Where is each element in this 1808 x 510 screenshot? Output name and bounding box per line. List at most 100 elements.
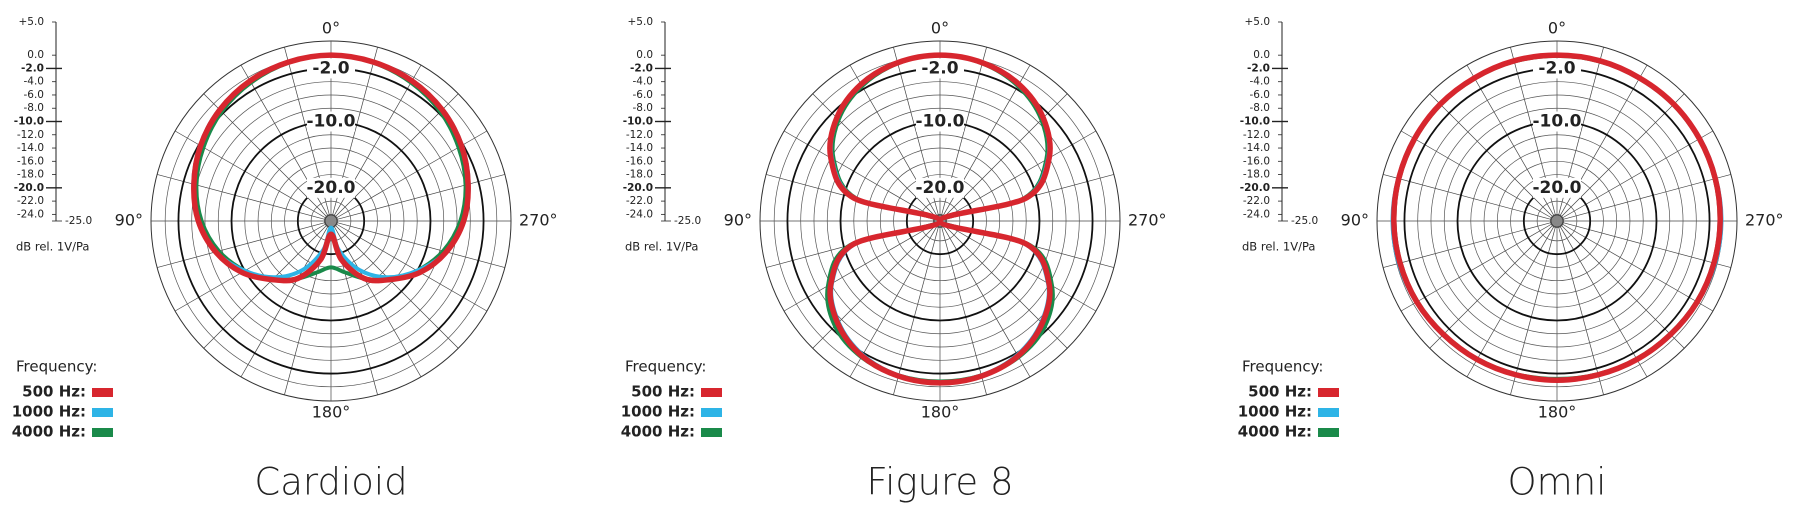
scale-label: -6.0 xyxy=(633,89,654,101)
spoke xyxy=(1560,93,1685,218)
scale-label: -20.0 xyxy=(14,182,44,194)
scale-label: +5.0 xyxy=(1245,16,1271,28)
legend-label: 4000 Hz: xyxy=(621,423,695,441)
polar-chart: +5.00.0-2.0-4.0-6.0-8.0-10.0-12.0-14.0-1… xyxy=(621,16,1167,504)
spoke xyxy=(943,93,1068,218)
legend-label: 4000 Hz: xyxy=(1238,423,1312,441)
grid-ring xyxy=(879,160,1001,282)
ring-label: -20.0 xyxy=(916,178,965,198)
scale-label: -18.0 xyxy=(626,169,653,181)
spoke xyxy=(783,223,935,312)
ring-label: -10.0 xyxy=(916,112,965,132)
scale-label: -12.0 xyxy=(1243,129,1270,141)
spoke xyxy=(812,93,937,218)
grid-ring xyxy=(866,147,1014,295)
spoke xyxy=(336,223,488,312)
scale-label: -2.0 xyxy=(1247,62,1270,74)
spoke xyxy=(943,224,1068,349)
angle-label: 270° xyxy=(1128,211,1167,230)
angle-label: 0° xyxy=(322,19,340,38)
legend-title: Frequency: xyxy=(1242,358,1323,376)
grid-ring xyxy=(310,200,352,242)
scale-label: 0.0 xyxy=(27,49,44,61)
scale-label: -8.0 xyxy=(24,102,45,114)
scale-label: -4.0 xyxy=(1250,76,1271,88)
scale-label: -16.0 xyxy=(626,155,653,167)
scale-label: -8.0 xyxy=(1250,102,1271,114)
scale-label: -8.0 xyxy=(633,102,654,114)
scale-label: -25.0 xyxy=(65,215,92,227)
ring-label-bg xyxy=(1533,58,1581,79)
grid-ring xyxy=(826,107,1054,335)
ring-label: -10.0 xyxy=(307,112,356,132)
polar-chart: +5.00.0-2.0-4.0-6.0-8.0-10.0-12.0-14.0-1… xyxy=(12,16,558,504)
grid-ring xyxy=(217,107,445,335)
angle-label: 90° xyxy=(1341,211,1369,230)
spoke xyxy=(1400,223,1552,312)
legend-title: Frequency: xyxy=(625,358,706,376)
unit-label: dB rel. 1V/Pa xyxy=(1242,240,1315,254)
spoke xyxy=(942,226,1031,378)
scale-label: -2.0 xyxy=(630,62,653,74)
grid-ring xyxy=(1417,81,1697,361)
ring-label-bg xyxy=(1533,111,1581,132)
spoke xyxy=(1560,224,1685,349)
ring-label: -2.0 xyxy=(921,58,958,78)
scale-label: -18.0 xyxy=(17,169,44,181)
grid-ring xyxy=(813,94,1067,348)
scale-label: -12.0 xyxy=(17,129,44,141)
spoke xyxy=(1383,222,1552,268)
ring-label-bg xyxy=(916,111,964,132)
angle-label: 0° xyxy=(931,19,949,38)
legend-swatch xyxy=(92,388,113,397)
grid-ring xyxy=(919,200,961,242)
grid-ring xyxy=(270,160,392,282)
grid-ring xyxy=(257,147,405,295)
chart-title: Cardioid xyxy=(254,461,407,504)
legend-swatch xyxy=(1318,388,1339,397)
spoke xyxy=(1429,93,1554,218)
angle-label: 270° xyxy=(519,211,558,230)
scale-label: -6.0 xyxy=(24,89,45,101)
spoke xyxy=(945,130,1097,219)
scale-label: -24.0 xyxy=(17,208,44,220)
spoke xyxy=(1558,226,1604,395)
angle-label: 270° xyxy=(1745,211,1784,230)
spoke xyxy=(893,226,939,395)
chart-title: Figure 8 xyxy=(867,461,1014,504)
grid-ring xyxy=(1550,214,1564,228)
legend-label: 1000 Hz: xyxy=(1238,403,1312,421)
grid-ring xyxy=(244,134,418,308)
scale-label: -20.0 xyxy=(623,182,653,194)
scale-label: +5.0 xyxy=(628,16,654,28)
legend-swatch xyxy=(1318,428,1339,437)
scale-label: -25.0 xyxy=(1291,215,1318,227)
scale-label: -18.0 xyxy=(1243,169,1270,181)
spoke xyxy=(812,224,937,349)
polar-chart: +5.00.0-2.0-4.0-6.0-8.0-10.0-12.0-14.0-1… xyxy=(1238,16,1784,504)
scale-label: -14.0 xyxy=(17,142,44,154)
legend-swatch xyxy=(701,428,722,437)
scale-label: -24.0 xyxy=(626,208,653,220)
spoke xyxy=(1510,226,1556,395)
spoke xyxy=(1383,174,1552,220)
scale-label: -10.0 xyxy=(1240,116,1270,128)
ring-label-bg xyxy=(916,58,964,79)
spoke xyxy=(783,130,935,219)
spoke xyxy=(1562,174,1731,220)
grid-ring xyxy=(1536,200,1578,242)
angle-label: 90° xyxy=(115,211,143,230)
angle-label: 0° xyxy=(1548,19,1566,38)
pattern-line xyxy=(827,52,1053,386)
scale-label: -4.0 xyxy=(24,76,45,88)
angle-label: 180° xyxy=(1538,403,1577,422)
spoke xyxy=(334,224,459,349)
spoke xyxy=(333,226,422,378)
scale-label: 0.0 xyxy=(636,49,653,61)
scale-label: -2.0 xyxy=(21,62,44,74)
scale-label: 0.0 xyxy=(1253,49,1270,61)
scale-label: -25.0 xyxy=(674,215,701,227)
grid-ring xyxy=(800,81,1080,361)
spoke xyxy=(203,224,328,349)
scale-label: -10.0 xyxy=(623,116,653,128)
